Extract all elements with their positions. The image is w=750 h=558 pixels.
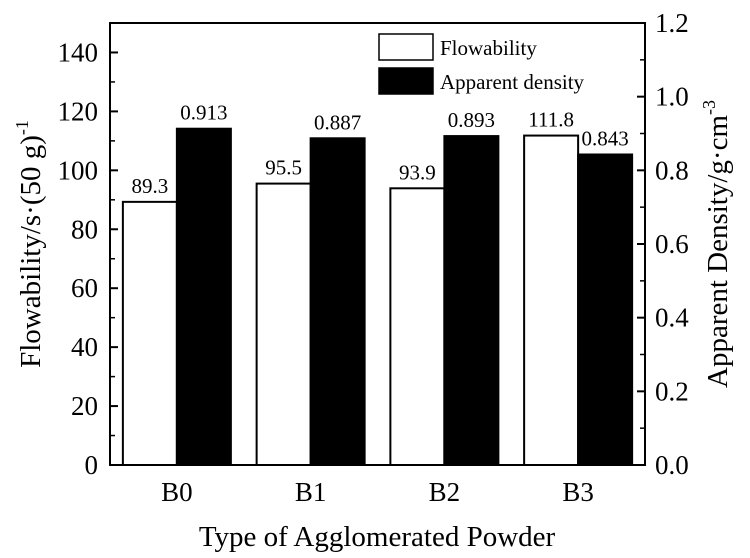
data-label-apparent-density: 0.887 — [314, 110, 361, 134]
legend: Flowability Apparent density — [378, 33, 585, 95]
y2-tick-label: 0.6 — [655, 229, 689, 259]
y-tick-label: 140 — [58, 37, 99, 67]
y2-tick-label: 1.0 — [655, 82, 689, 112]
y-axis-title-left: Flowability/s·(50 g)-1 — [12, 120, 47, 368]
ticks-layer: 0 20 40 60 80 100 120 140 0.0 0.2 0.4 0.6 0.8 1.0 1.2 B… — [58, 8, 690, 507]
bar-apparent-density — [175, 127, 232, 466]
y-tick-label: 80 — [71, 214, 98, 244]
svg-text:Flowability/s·(50 g)-1: Flowability/s·(50 g)-1 — [12, 120, 47, 368]
x-tick-label: B0 — [161, 477, 193, 507]
value-labels-layer: 89.3 0.913 95.5 0.887 93.9 0.893 111.8 0.843 — [132, 101, 629, 198]
y2-tick-label: 1.2 — [655, 8, 689, 38]
y2-axis-title-text: Apparent Density/g·cm — [702, 115, 734, 388]
y2-tick-label: 0.2 — [655, 376, 689, 406]
y2-tick-label: 0.8 — [655, 155, 689, 185]
y-axis-title-right: Apparent Density/g·cm-3 — [699, 100, 734, 388]
legend-swatch-flowability — [378, 33, 434, 61]
plot-frame — [109, 22, 646, 466]
y-tick-label: 40 — [71, 332, 98, 362]
y2-tick-label: 0.4 — [655, 303, 689, 333]
x-tick-label: B3 — [562, 477, 594, 507]
y2-axis-title-superscript: -3 — [699, 100, 719, 115]
data-label-apparent-density: 0.843 — [582, 126, 629, 150]
y-axis-title-text: Flowability/s·(50 g) — [15, 135, 47, 368]
bar-apparent-density — [309, 137, 366, 466]
bar-flowability — [255, 182, 312, 467]
bar-flowability — [523, 134, 580, 467]
y-axis-title-superscript: -1 — [12, 120, 32, 135]
data-label-apparent-density: 0.893 — [448, 108, 495, 132]
data-label-apparent-density: 0.913 — [180, 101, 227, 125]
y-tick-label: 20 — [71, 391, 98, 421]
data-label-flowability: 95.5 — [265, 156, 302, 180]
bar-apparent-density — [443, 135, 500, 466]
x-tick-label: B2 — [429, 477, 461, 507]
y-tick-label: 100 — [58, 155, 99, 185]
y2-tick-label: 0.0 — [655, 450, 689, 480]
svg-text:Apparent Density/g·cm-3: Apparent Density/g·cm-3 — [699, 100, 734, 388]
data-label-flowability: 93.9 — [399, 160, 436, 184]
bar-apparent-density — [577, 153, 634, 466]
y-tick-label: 0 — [85, 450, 99, 480]
x-tick-label: B1 — [295, 477, 327, 507]
y-tick-label: 60 — [71, 273, 98, 303]
x-axis-title: Type of Agglomerated Powder — [199, 521, 556, 553]
y-tick-label: 120 — [58, 96, 99, 126]
bars-layer — [121, 127, 634, 467]
bar-flowability — [389, 187, 446, 466]
bar-flowability — [121, 200, 178, 466]
data-label-flowability: 111.8 — [528, 108, 574, 132]
legend-label-flowability: Flowability — [440, 36, 537, 60]
legend-label-apparent-density: Apparent density — [440, 70, 585, 94]
data-label-flowability: 89.3 — [132, 174, 169, 198]
legend-swatch-apparent-density — [378, 67, 434, 95]
